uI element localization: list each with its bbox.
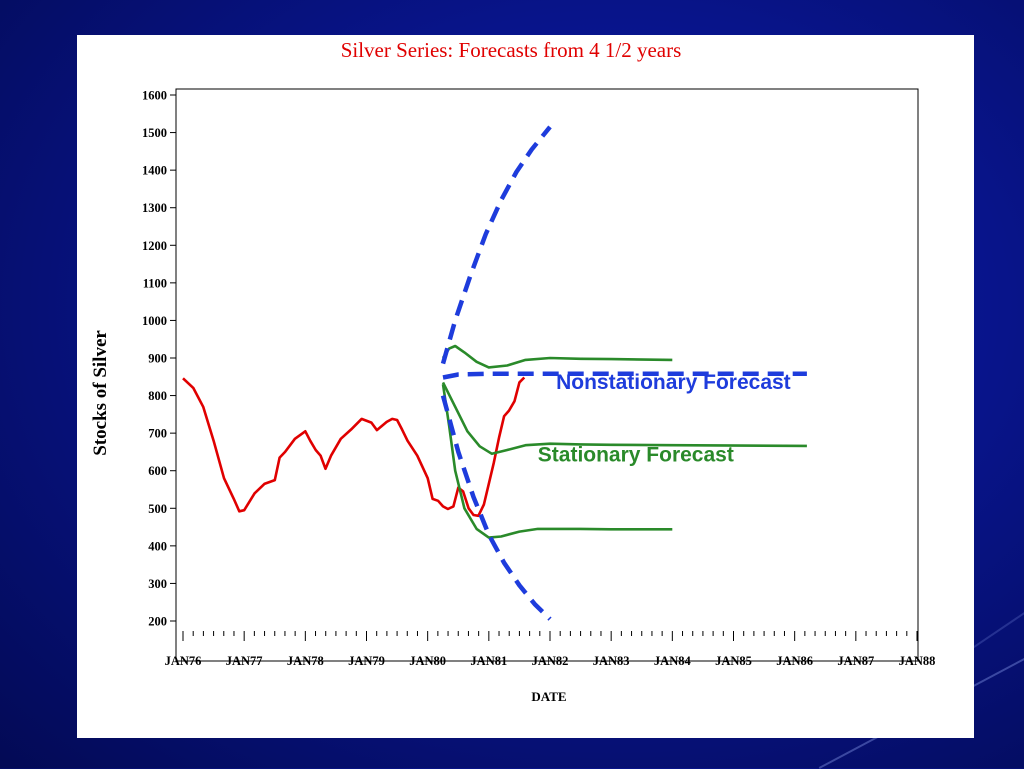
y-tick-label: 600	[148, 464, 167, 478]
y-tick-label: 400	[148, 539, 167, 553]
x-axis-label: DATE	[531, 689, 566, 704]
series-group	[182, 125, 807, 621]
y-tick-label: 1000	[142, 314, 167, 328]
series-line-nonstationary-mid	[442, 371, 807, 380]
x-tick-label: JAN88	[899, 654, 936, 668]
series-line-nonstationary-upper	[440, 125, 552, 365]
x-tick-label: JAN79	[348, 654, 385, 668]
y-tick-label: 1600	[142, 89, 167, 103]
chart-title: Silver Series: Forecasts from 4 1/2 year…	[341, 38, 682, 62]
series-line-stationary-lower	[441, 384, 673, 539]
y-tick-label: 800	[148, 389, 167, 403]
series-line-stationary-mid	[441, 381, 807, 456]
y-tick-label: 1500	[142, 126, 167, 140]
annotations: Nonstationary Forecast Stationary Forecas…	[538, 371, 791, 467]
x-tick-label: JAN84	[654, 654, 692, 668]
y-tick-label: 1100	[143, 276, 167, 290]
y-axis: 200 300 400 500 600 700 800 900 1000 1100 1200 1300…	[142, 89, 176, 629]
chart-panel: Silver Series: Forecasts from 4 1/2 year…	[77, 35, 974, 738]
x-tick-label: JAN82	[532, 654, 569, 668]
series-line-nonstationary-lower	[440, 395, 552, 621]
y-tick-label: 1400	[142, 164, 167, 178]
x-tick-label: JAN86	[776, 654, 813, 668]
chart: Silver Series: Forecasts from 4 1/2 year…	[90, 38, 936, 704]
y-tick-label: 300	[148, 577, 167, 591]
x-axis: JAN76 JAN77 JAN78 JAN79 JAN80 JAN81 JAN82 JAN83…	[165, 631, 936, 668]
x-tick-label: JAN83	[593, 654, 630, 668]
x-tick-label: JAN81	[470, 654, 507, 668]
x-tick-label: JAN87	[837, 654, 874, 668]
y-axis-label: Stocks of Silver	[90, 330, 111, 456]
series-line-observed	[182, 376, 526, 518]
y-tick-label: 1300	[142, 201, 167, 215]
x-tick-label: JAN80	[409, 654, 446, 668]
y-tick-label: 1200	[142, 239, 167, 253]
x-tick-label: JAN85	[715, 654, 752, 668]
annotation-label: Nonstationary Forecast	[556, 371, 791, 394]
plot-frame	[175, 88, 919, 662]
x-tick-label: JAN76	[165, 654, 202, 668]
y-tick-label: 500	[148, 502, 167, 516]
series-line-stationary-upper	[441, 344, 673, 369]
y-tick-label: 700	[148, 427, 167, 441]
annotation-label: Stationary Forecast	[538, 444, 734, 467]
y-tick-label: 900	[148, 352, 167, 366]
y-tick-label: 200	[148, 615, 167, 629]
x-tick-label: JAN78	[287, 654, 324, 668]
x-tick-label: JAN77	[226, 654, 263, 668]
